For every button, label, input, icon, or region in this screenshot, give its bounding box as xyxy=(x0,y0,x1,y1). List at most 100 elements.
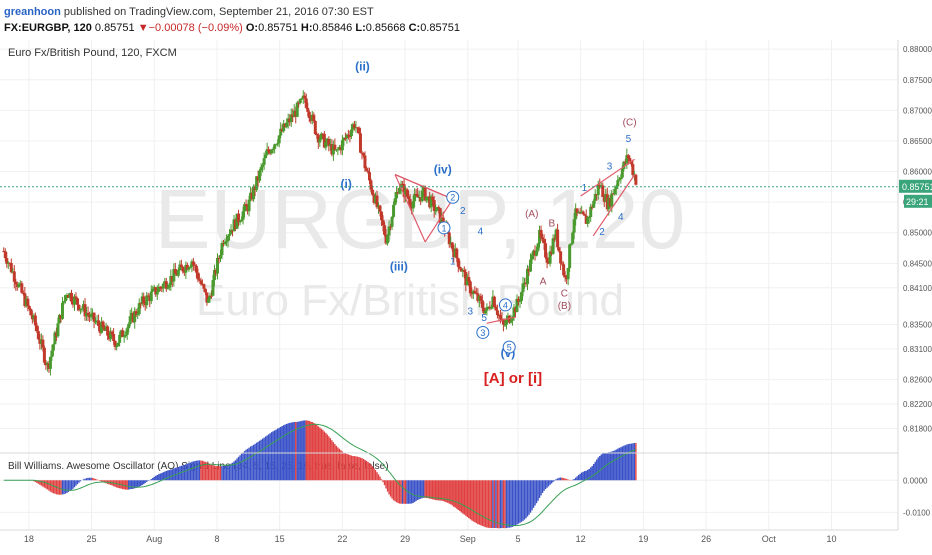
candle-body xyxy=(331,144,335,155)
candle-body xyxy=(622,161,626,170)
candle-body xyxy=(98,325,102,333)
chart-area[interactable]: EURGBP, 120 Euro Fx/British Pound (ii) (i… xyxy=(0,40,932,550)
candle-body xyxy=(592,200,596,208)
candle-body xyxy=(498,315,502,319)
candle-body xyxy=(146,295,150,297)
wave-label: [A] or [i] xyxy=(484,370,542,387)
candle-body xyxy=(6,262,10,264)
candle-body xyxy=(468,281,472,294)
candle-body xyxy=(410,205,414,209)
candle-body xyxy=(455,248,459,259)
candle-body xyxy=(413,193,417,202)
candle-body xyxy=(21,292,25,294)
candle-body xyxy=(18,283,22,285)
candle-body xyxy=(172,269,176,282)
candle-body xyxy=(565,277,569,280)
wave-label: C xyxy=(561,288,568,299)
candle-body xyxy=(607,198,611,210)
candle-body xyxy=(133,311,137,323)
candle-body xyxy=(462,270,466,273)
wave-label: 3 xyxy=(468,307,474,318)
candle-body xyxy=(273,144,277,149)
candle-body xyxy=(566,268,570,280)
candle-body xyxy=(384,234,388,244)
candle-body xyxy=(617,179,621,181)
time-tick-label: Oct xyxy=(762,534,777,544)
candle-body xyxy=(420,190,424,202)
candle-body xyxy=(461,270,465,272)
candle-body xyxy=(115,346,119,348)
candle-body xyxy=(515,298,519,313)
candle-body xyxy=(246,205,250,212)
candle-body xyxy=(44,362,48,366)
candle-body xyxy=(51,344,55,351)
candle-body xyxy=(428,196,432,208)
candle-body xyxy=(77,304,81,311)
candle-body xyxy=(243,204,247,212)
candle-body xyxy=(35,325,39,332)
wave-label: 2 xyxy=(460,206,466,217)
candle-body xyxy=(136,314,140,316)
candle-body xyxy=(301,95,305,99)
candle-body xyxy=(265,149,269,155)
candle-body xyxy=(307,111,311,119)
candle-body xyxy=(131,313,135,323)
candle-body xyxy=(336,149,340,151)
candle-body xyxy=(363,155,367,169)
candle-body xyxy=(190,261,194,267)
wave-label: 1 xyxy=(582,183,588,194)
candle-body xyxy=(62,301,66,303)
candle-body xyxy=(568,244,572,269)
candle-body xyxy=(194,265,198,273)
oscillator-tick-label: 0.0000 xyxy=(903,476,928,485)
candle-body xyxy=(346,134,350,137)
wave-label: (C) xyxy=(623,118,637,129)
candle-body xyxy=(616,180,620,187)
wave-label: A xyxy=(540,277,547,288)
candle-body xyxy=(535,250,539,256)
candle-body xyxy=(286,118,290,123)
candle-body xyxy=(72,296,76,305)
chart-title: Euro Fx/British Pound, 120, FXCM xyxy=(8,47,177,59)
candle-body xyxy=(125,328,129,335)
candle-body xyxy=(623,161,627,164)
candle-body xyxy=(372,194,376,203)
candle-body xyxy=(24,298,28,307)
candle-body xyxy=(110,331,114,335)
candle-body xyxy=(234,219,238,229)
time-tick-label: Aug xyxy=(146,534,162,544)
candle-body xyxy=(47,363,51,369)
candle-body xyxy=(342,137,346,141)
candle-body xyxy=(42,347,46,363)
candle-body xyxy=(225,241,229,243)
candle-body xyxy=(345,134,349,139)
candle-body xyxy=(581,211,585,215)
wave-label: 5 xyxy=(481,313,487,324)
candle-body xyxy=(220,242,224,256)
chart-svg[interactable]: EURGBP, 120 Euro Fx/British Pound (ii)(i… xyxy=(0,40,932,550)
candle-body xyxy=(101,321,105,328)
oscillator-tick-label: -0.0100 xyxy=(903,508,931,517)
wave-label: B xyxy=(549,219,556,230)
candle-body xyxy=(470,293,474,295)
candle-body xyxy=(374,195,378,203)
time-tick-label: 19 xyxy=(638,534,648,544)
price-tick-label: 0.82600 xyxy=(903,376,932,385)
candle-body xyxy=(82,304,86,309)
candle-body xyxy=(68,293,72,298)
wave-label: 4 xyxy=(618,212,624,223)
candle-body xyxy=(91,312,95,314)
candle-body xyxy=(542,239,546,244)
publisher-name[interactable]: greanhoon xyxy=(4,6,61,18)
candle-body xyxy=(449,242,453,245)
wave-label: 5 xyxy=(626,134,632,145)
candle-body xyxy=(389,226,393,228)
price-tick-label: 0.86500 xyxy=(903,137,932,146)
candle-body xyxy=(59,314,63,319)
candle-body xyxy=(154,287,158,295)
last-price: 0.85751 xyxy=(94,22,135,34)
candle-body xyxy=(295,102,299,117)
price-tick-label: 0.84100 xyxy=(903,284,932,293)
candle-body xyxy=(407,196,411,200)
circled-wave-marker xyxy=(437,221,451,235)
